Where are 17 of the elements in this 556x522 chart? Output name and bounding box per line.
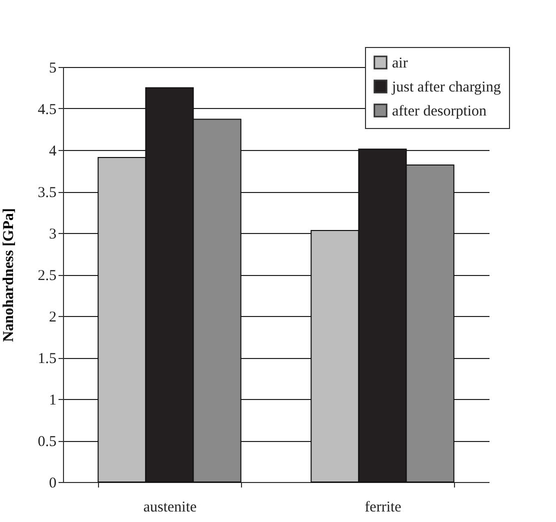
y-tick-label: 2 xyxy=(49,310,56,326)
y-tick-label: 5 xyxy=(49,60,56,76)
y-tick-label: 1 xyxy=(49,392,56,408)
y-tick-label: 3 xyxy=(49,226,56,242)
x-tick-label: austenite xyxy=(143,500,197,516)
y-tick-label: 3.5 xyxy=(38,185,56,201)
legend-label: air xyxy=(392,56,408,72)
y-tick-label: 4.5 xyxy=(38,102,56,118)
x-tick-label: ferrite xyxy=(364,500,402,516)
y-tick-label: 0 xyxy=(49,476,56,492)
y-axis-title: Nanohardness [GPa] xyxy=(0,208,17,342)
y-tick-label: 1.5 xyxy=(38,351,56,367)
y-tick-label: 4 xyxy=(49,144,57,160)
legend-label: after desorption xyxy=(392,104,488,120)
y-tick-label: 0.5 xyxy=(38,434,56,450)
y-tick-label: 2.5 xyxy=(38,268,56,284)
legend-label: just after charging xyxy=(391,80,502,96)
